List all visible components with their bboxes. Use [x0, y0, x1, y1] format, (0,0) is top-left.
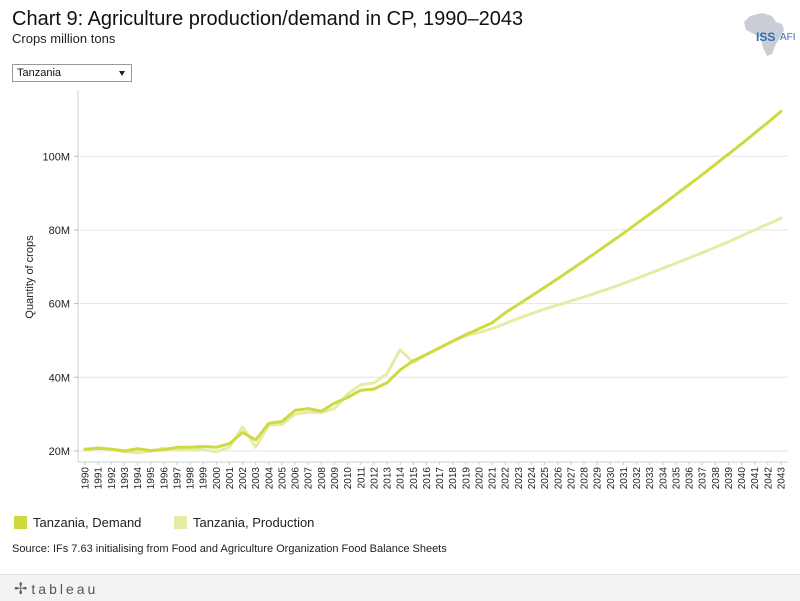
legend-swatch-demand: [14, 515, 27, 529]
tableau-logo[interactable]: ✢ tableau: [14, 579, 98, 599]
source-note: Source: IFs 7.63 initialising from Food …: [12, 543, 447, 555]
x-tick-label: 2037: [698, 467, 709, 490]
x-tick-label: 2003: [251, 467, 262, 490]
iss-africa-logo: ISS AFI: [736, 10, 796, 60]
x-tick-label: 2024: [527, 467, 538, 490]
x-tick-label: 2012: [369, 467, 380, 490]
x-tick-label: 2043: [777, 467, 788, 490]
x-tick-label: 2023: [514, 467, 525, 490]
series-line-production: [83, 216, 783, 455]
x-tick-label: 2011: [356, 467, 367, 489]
legend-item-production[interactable]: Tanzania, Production: [174, 512, 314, 532]
x-tick-label: 2031: [619, 467, 630, 490]
x-tick-label: 1997: [172, 467, 183, 490]
x-tick-label: 1991: [94, 467, 105, 490]
tableau-plus-icon: ✢: [14, 581, 28, 598]
x-tick-label: 2022: [501, 467, 512, 490]
legend-swatch-production: [174, 515, 187, 529]
legend-item-demand[interactable]: Tanzania, Demand: [14, 512, 141, 532]
x-tick-label: 1992: [107, 467, 118, 490]
x-tick-label: 2017: [435, 467, 446, 490]
x-tick-label: 2039: [724, 467, 735, 490]
x-tick-label: 2000: [212, 467, 223, 490]
x-tick-label: 2019: [461, 467, 472, 490]
x-tick-label: 1993: [120, 467, 131, 490]
tableau-footer: ✢ tableau: [0, 574, 800, 601]
x-tick-label: 2033: [645, 467, 656, 490]
x-tick-label: 2015: [409, 467, 420, 490]
chart-lines: [83, 109, 783, 455]
series-line-demand: [83, 109, 783, 453]
y-axis-label: Quantity of crops: [24, 235, 36, 319]
x-tick-label: 2007: [304, 467, 315, 490]
x-tick-label: 2026: [553, 467, 564, 490]
x-tick-label: 2040: [737, 467, 748, 490]
x-tick-label: 2008: [317, 467, 328, 490]
x-tick-label: 2029: [593, 467, 604, 490]
x-tick-label: 2016: [422, 467, 433, 490]
x-tick-label: 2030: [606, 467, 617, 490]
x-tick-label: 2014: [396, 467, 407, 490]
x-tick-label: 2032: [632, 467, 643, 490]
dropdown-selected-value: Tanzania: [17, 67, 62, 79]
x-tick-label: 2006: [291, 467, 302, 490]
x-tick-label: 1995: [146, 467, 157, 490]
x-tick-label: 2042: [763, 467, 774, 490]
africa-map-icon: [744, 13, 784, 56]
x-tick-label: 2035: [671, 467, 682, 490]
x-tick-label: 2010: [343, 467, 354, 490]
x-tick-label: 2009: [330, 467, 341, 490]
x-tick-label: 2005: [277, 467, 288, 490]
x-tick-label: 2041: [750, 467, 761, 490]
x-tick-label: 2013: [383, 467, 394, 490]
legend-label-demand: Tanzania, Demand: [33, 514, 142, 530]
x-tick-label: 2004: [264, 467, 275, 490]
x-tick-label: 2034: [658, 467, 669, 490]
x-tick-label: 2020: [474, 467, 485, 490]
y-axis: 20M 40M 60M 80M 100M: [42, 90, 79, 462]
x-tick-label: 1994: [133, 467, 144, 490]
x-tick-label: 2038: [711, 467, 722, 490]
y-tick-label: 80M: [49, 225, 70, 237]
x-tick-label: 2018: [448, 467, 459, 490]
chart-grid: [78, 155, 788, 452]
y-tick-label: 100M: [42, 151, 70, 163]
x-tick-label: 2021: [488, 467, 499, 490]
x-tick-label: 2025: [540, 467, 551, 490]
logo-text: ISS: [756, 30, 776, 44]
x-tick-label: 2002: [238, 467, 249, 490]
chart-title: Chart 9: Agriculture production/demand i…: [12, 8, 524, 30]
y-tick-label: 60M: [49, 299, 70, 311]
x-tick-label: 2036: [685, 467, 696, 490]
y-tick-label: 40M: [49, 372, 70, 384]
chart-subtitle: Crops million tons: [12, 31, 116, 46]
x-tick-label: 1998: [186, 467, 197, 490]
x-tick-label: 2028: [580, 467, 591, 490]
x-tick-label: 2027: [566, 467, 577, 490]
tableau-brand-text: tableau: [31, 581, 99, 597]
country-filter-dropdown[interactable]: Tanzania: [12, 64, 132, 82]
x-tick-label: 1999: [199, 467, 210, 490]
x-tick-label: 1996: [159, 467, 170, 490]
x-tick-label: 2001: [225, 467, 236, 490]
x-tick-label: 1990: [81, 467, 92, 490]
legend-label-production: Tanzania, Production: [193, 514, 315, 530]
x-axis: 1990 1991 1992 1993 1994 1995 1996 1997 1998 1999…: [78, 461, 788, 490]
logo-suffix: AFI: [780, 32, 796, 43]
chevron-down-icon: [119, 71, 125, 76]
y-tick-label: 20M: [49, 446, 70, 458]
